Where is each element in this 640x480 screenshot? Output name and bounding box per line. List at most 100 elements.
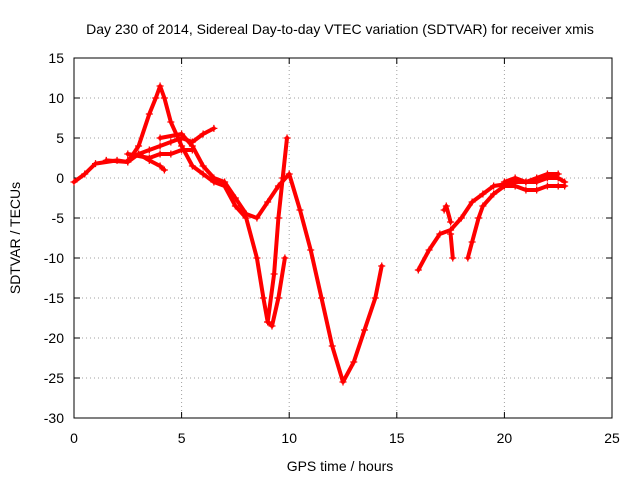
trace-7-point <box>457 214 465 222</box>
trace-10-point <box>511 182 519 190</box>
trace-11-point <box>554 174 562 182</box>
trace-8-point <box>442 202 450 210</box>
trace-10-point <box>533 186 541 194</box>
trace-5-point <box>339 378 347 386</box>
trace-7-point <box>414 266 422 274</box>
trace-5-point <box>242 210 250 218</box>
y-tick-label: -5 <box>52 210 65 226</box>
grid-lines <box>74 58 612 418</box>
trace-5-point <box>296 206 304 214</box>
trace-5-point <box>371 294 379 302</box>
trace-5-point <box>221 178 229 186</box>
trace-9-point <box>449 254 457 262</box>
trace-1-point <box>160 166 168 174</box>
trace-5-point <box>350 358 358 366</box>
trace-5-point <box>231 194 239 202</box>
y-tick-label: 0 <box>56 170 64 186</box>
trace-10-point <box>490 190 498 198</box>
trace-10-point <box>468 238 476 246</box>
trace-3-point <box>210 124 218 132</box>
trace-10-point <box>522 186 530 194</box>
trace-2-line <box>104 84 287 328</box>
trace-4-point <box>145 154 153 162</box>
trace-6-point <box>274 214 282 222</box>
trace-2-point <box>259 294 267 302</box>
trace-2-point <box>268 322 276 330</box>
axis-ticks: 0 5 10 15 20 25 -30 -25 -20 -15 -10 -5 0 5 10 15 <box>44 50 620 446</box>
trace-11-point <box>522 178 530 186</box>
trace-11-point <box>561 178 569 186</box>
trace-2-point <box>199 170 207 178</box>
trace-5-point <box>307 246 315 254</box>
trace-9-point <box>447 230 455 238</box>
data-series <box>70 82 569 386</box>
y-tick-label: 15 <box>48 50 64 66</box>
trace-4-point <box>167 150 175 158</box>
trace-10-point <box>475 214 483 222</box>
y-tick-label: -20 <box>44 330 64 346</box>
trace-6-point <box>279 174 287 182</box>
trace-1-point <box>81 170 89 178</box>
trace-4-point <box>178 146 186 154</box>
trace-5-point <box>178 130 186 138</box>
trace-4-point <box>156 150 164 158</box>
trace-8-point <box>447 218 455 226</box>
y-tick-label: -10 <box>44 250 64 266</box>
trace-2-point <box>188 162 196 170</box>
trace-3-point <box>145 146 153 154</box>
x-tick-label: 5 <box>178 430 186 446</box>
trace-10-point <box>554 182 562 190</box>
trace-2-point <box>156 82 164 90</box>
trace-8-line <box>442 204 453 224</box>
trace-5-point <box>188 142 196 150</box>
x-tick-label: 0 <box>70 430 78 446</box>
trace-2-point <box>231 202 239 210</box>
y-tick-label: -15 <box>44 290 64 306</box>
trace-8-point <box>440 206 448 214</box>
trace-2-point <box>152 94 160 102</box>
plot-frame <box>73 57 613 419</box>
trace-5-point <box>210 174 218 182</box>
trace-10-point <box>479 202 487 210</box>
trace-5-point <box>328 342 336 350</box>
trace-3-point <box>199 130 207 138</box>
trace-11-point <box>543 174 551 182</box>
trace-3-point <box>156 142 164 150</box>
trace-2-point <box>253 254 261 262</box>
trace-1-point <box>92 160 100 168</box>
x-tick-label: 15 <box>389 430 405 446</box>
x-tick-label: 20 <box>497 430 513 446</box>
trace-3-point <box>167 138 175 146</box>
trace-2-point <box>274 294 282 302</box>
trace-4-point <box>124 150 132 158</box>
trace-7-line <box>416 172 561 272</box>
trace-5-point <box>317 294 325 302</box>
x-tick-label: 25 <box>604 430 620 446</box>
trace-2-point <box>145 110 153 118</box>
trace-2-point <box>160 94 168 102</box>
y-tick-label: 5 <box>56 130 64 146</box>
trace-7-point <box>425 246 433 254</box>
trace-7-point <box>479 190 487 198</box>
trace-2-point <box>281 254 289 262</box>
trace-10-point <box>464 254 472 262</box>
y-tick-label: 10 <box>48 90 64 106</box>
trace-7-point <box>436 230 444 238</box>
chart-title: Day 230 of 2014, Sidereal Day-to-day VTE… <box>86 21 594 37</box>
trace-5-point <box>378 262 386 270</box>
x-axis-title: GPS time / hours <box>287 458 394 474</box>
x-tick-label: 10 <box>281 430 297 446</box>
trace-2-point <box>135 142 143 150</box>
trace-6-point <box>264 318 272 326</box>
trace-2-point <box>167 118 175 126</box>
trace-7-point <box>468 198 476 206</box>
trace-11-point <box>511 174 519 182</box>
trace-6-point <box>283 134 291 142</box>
trace-5-point <box>156 134 164 142</box>
trace-11-point <box>500 178 508 186</box>
y-tick-label: -30 <box>44 410 64 426</box>
trace-5-point <box>199 162 207 170</box>
trace-5-point <box>253 214 261 222</box>
trace-5-point <box>264 198 272 206</box>
